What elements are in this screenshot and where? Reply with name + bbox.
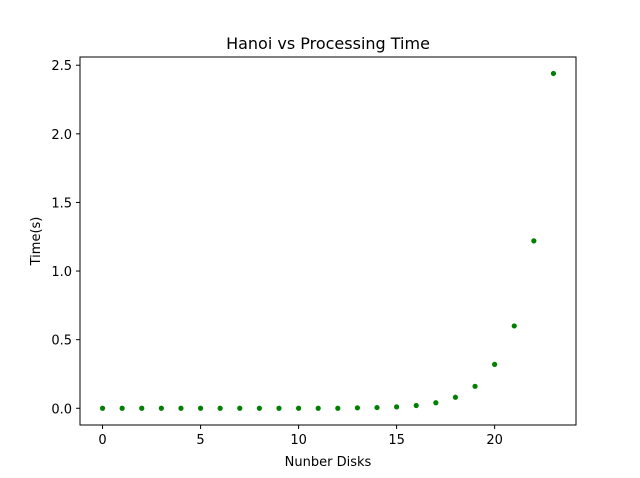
data-point (276, 405, 282, 411)
data-point (256, 405, 262, 411)
data-point (99, 405, 106, 411)
plot-area-frame (79, 56, 577, 426)
data-point (550, 70, 557, 77)
data-point (413, 402, 419, 409)
data-point (237, 405, 243, 411)
x-axis-label: Nunber Disks (285, 455, 372, 470)
y-tick-label: 0.0 (51, 402, 72, 417)
data-point (139, 405, 145, 411)
x-tick-label: 5 (196, 433, 204, 448)
data-point (197, 405, 204, 411)
data-point (119, 405, 125, 411)
y-tick-label: 1.5 (51, 196, 72, 211)
data-point (394, 404, 400, 410)
data-point (433, 400, 439, 406)
data-point (511, 323, 517, 329)
y-axis-label: Time(s) (29, 217, 44, 267)
data-point (315, 405, 321, 411)
x-axis: 0 5 10 15 20 (98, 425, 503, 448)
x-tick-label: 20 (486, 433, 503, 448)
data-point (354, 405, 361, 411)
data-point (472, 383, 478, 389)
x-tick-label: 15 (388, 433, 405, 448)
data-point (158, 405, 164, 411)
data-point (295, 405, 302, 411)
data-point (217, 405, 223, 411)
data-point (335, 405, 341, 411)
y-tick-label: 2.0 (51, 128, 72, 143)
x-tick-label: 10 (290, 433, 307, 448)
y-tick-label: 0.5 (51, 334, 72, 349)
y-tick-label: 1.0 (51, 265, 72, 280)
y-tick-label: 2.5 (51, 59, 72, 74)
chart-title: Hanoi vs Processing Time (226, 34, 430, 53)
data-point (531, 238, 537, 244)
data-point (178, 405, 184, 411)
data-point (452, 394, 459, 400)
y-axis: 0.0 0.5 1.0 1.5 2.0 2.5 (51, 59, 80, 417)
x-tick-label: 0 (98, 433, 106, 448)
data-point (374, 404, 380, 411)
data-point (492, 361, 498, 367)
data-series (99, 70, 557, 411)
